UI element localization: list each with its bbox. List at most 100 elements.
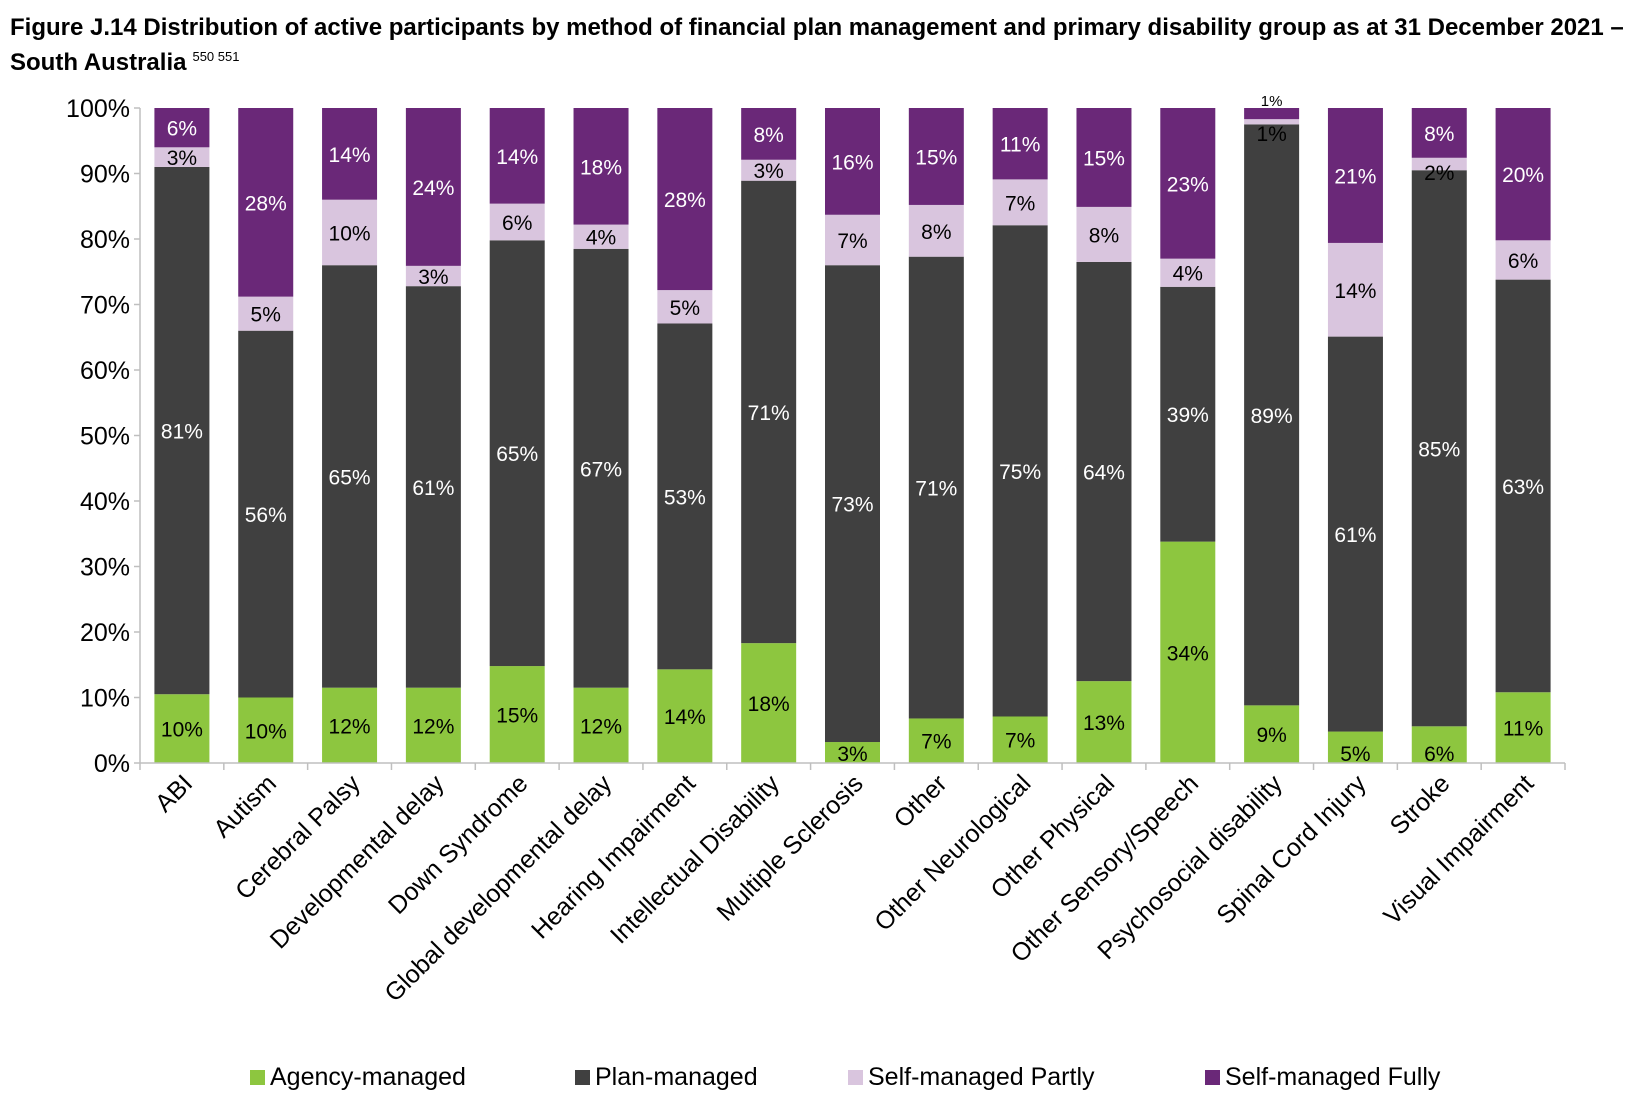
bar-segment-self-managed-fully xyxy=(992,108,1048,180)
y-tick-label: 90% xyxy=(80,161,130,189)
bar-segment-self-managed-fully xyxy=(1495,108,1551,241)
data-label: 28% xyxy=(664,189,706,212)
data-label: 11% xyxy=(1000,134,1040,157)
x-tick-label: Hearing Impairment xyxy=(526,769,701,944)
chart-title-text: Figure J.14 Distribution of active parti… xyxy=(10,14,1624,76)
bar-segment-agency-managed xyxy=(489,666,545,763)
bar-segment-agency-managed xyxy=(1244,705,1300,763)
data-label: 14% xyxy=(329,144,371,167)
bar-segment-self-managed-partly xyxy=(992,179,1048,226)
data-label: 12% xyxy=(412,715,454,738)
data-label: 81% xyxy=(161,421,203,444)
x-tick-label: ABI xyxy=(150,769,198,817)
bar-segment-agency-managed xyxy=(741,643,797,763)
data-label: 10% xyxy=(329,222,371,245)
data-label: 64% xyxy=(1083,462,1125,485)
x-tick-label: Other xyxy=(889,769,953,833)
data-label: 6% xyxy=(1508,250,1538,273)
data-label: 8% xyxy=(921,221,951,244)
data-label: 3% xyxy=(837,743,867,766)
data-label: 23% xyxy=(1167,173,1209,196)
y-tick-label: 100% xyxy=(66,95,130,123)
legend-swatch xyxy=(848,1070,863,1085)
bar-segment-plan-managed xyxy=(573,248,629,688)
bar-segment-plan-managed xyxy=(154,166,210,695)
legend-label: Agency-managed xyxy=(270,1063,466,1091)
data-label: 8% xyxy=(1424,123,1454,146)
data-label: 5% xyxy=(251,304,281,327)
bar-segment-self-managed-fully xyxy=(908,108,964,205)
data-label: 9% xyxy=(1256,724,1286,747)
data-label: 20% xyxy=(1502,164,1544,187)
bars: 10% 81% 3% 6% 10% 56% 5% 28% 12% 65% 10% 14% 12% 61% 3… xyxy=(154,93,1551,766)
data-label: 14% xyxy=(496,146,538,169)
data-label: 14% xyxy=(664,706,706,729)
data-label: 7% xyxy=(1005,730,1035,753)
x-tick-label: Visual Impairment xyxy=(1378,769,1539,930)
legend-label: Self-managed Fully xyxy=(1225,1063,1441,1091)
bar-segment-agency-managed xyxy=(322,687,378,763)
x-tick-label: Other Neurological xyxy=(869,769,1036,936)
data-label: 56% xyxy=(245,504,287,527)
data-label: 21% xyxy=(1334,165,1376,188)
y-tick-label: 60% xyxy=(80,357,130,385)
bar-segment-self-managed-partly xyxy=(825,214,880,266)
legend: Agency-managed Plan-managed Self-managed P… xyxy=(250,1063,1441,1091)
data-label: 15% xyxy=(496,705,538,728)
bar-segment-self-managed-partly xyxy=(238,296,294,331)
data-label: 15% xyxy=(1083,147,1125,170)
bar-segment-self-managed-fully xyxy=(825,108,880,215)
y-tick-label: 70% xyxy=(80,292,130,320)
bar-segment-plan-managed xyxy=(908,256,964,719)
bar-segment-plan-managed xyxy=(1244,124,1300,706)
data-label: 75% xyxy=(999,461,1041,484)
bar-segment-plan-managed xyxy=(1327,336,1383,732)
data-label: 18% xyxy=(748,693,790,716)
bar-segment-self-managed-fully xyxy=(238,108,294,297)
bar-segment-self-managed-fully xyxy=(741,108,797,160)
bar-segment-agency-managed xyxy=(154,694,210,763)
bar-segment-agency-managed xyxy=(1495,692,1551,763)
bar-segment-self-managed-partly xyxy=(1411,157,1467,171)
y-tick-label: 80% xyxy=(80,226,130,254)
bar-segment-plan-managed xyxy=(992,225,1048,717)
bar-segment-self-managed-fully xyxy=(1244,108,1300,120)
bar-segment-self-managed-partly xyxy=(322,199,378,266)
bar-segment-plan-managed xyxy=(322,265,378,688)
bar-segment-self-managed-fully xyxy=(1160,108,1216,259)
bar-segment-agency-managed xyxy=(825,742,880,763)
bar-segment-self-managed-partly xyxy=(573,224,629,249)
bar-segment-plan-managed xyxy=(238,330,294,698)
data-label: 4% xyxy=(586,227,616,250)
data-label: 11% xyxy=(1503,718,1543,741)
legend-label: Self-managed Partly xyxy=(868,1063,1095,1091)
data-label: 8% xyxy=(753,124,783,147)
data-label: 4% xyxy=(1173,263,1203,286)
bar-segment-plan-managed xyxy=(741,180,797,644)
data-label: 7% xyxy=(837,230,867,253)
legend-swatch xyxy=(575,1070,590,1085)
legend-swatch xyxy=(1205,1070,1220,1085)
bar-segment-plan-managed xyxy=(1411,170,1467,727)
bar-segment-plan-managed xyxy=(825,265,880,743)
chart-title: Figure J.14 Distribution of active parti… xyxy=(10,10,1640,80)
data-label: 89% xyxy=(1251,405,1293,428)
bar-segment-agency-managed xyxy=(657,669,713,763)
x-tick-label: Multiple Sclerosis xyxy=(711,769,868,926)
data-label: 6% xyxy=(502,212,532,235)
legend-swatch xyxy=(250,1070,265,1085)
data-label: 73% xyxy=(831,494,873,517)
bar-segment-self-managed-partly xyxy=(489,203,545,241)
data-label: 16% xyxy=(831,151,873,174)
bar-segment-self-managed-fully xyxy=(1076,108,1132,207)
data-label: 39% xyxy=(1167,404,1209,427)
bar-segment-agency-managed xyxy=(573,687,629,763)
data-label: 71% xyxy=(915,478,957,501)
data-label: 12% xyxy=(329,715,371,738)
bar-segment-agency-managed xyxy=(1076,681,1132,763)
data-label: 3% xyxy=(167,147,197,170)
data-label: 3% xyxy=(753,160,783,183)
data-label: 8% xyxy=(1089,224,1119,247)
data-label: 10% xyxy=(245,720,287,743)
data-label: 61% xyxy=(1334,524,1376,547)
